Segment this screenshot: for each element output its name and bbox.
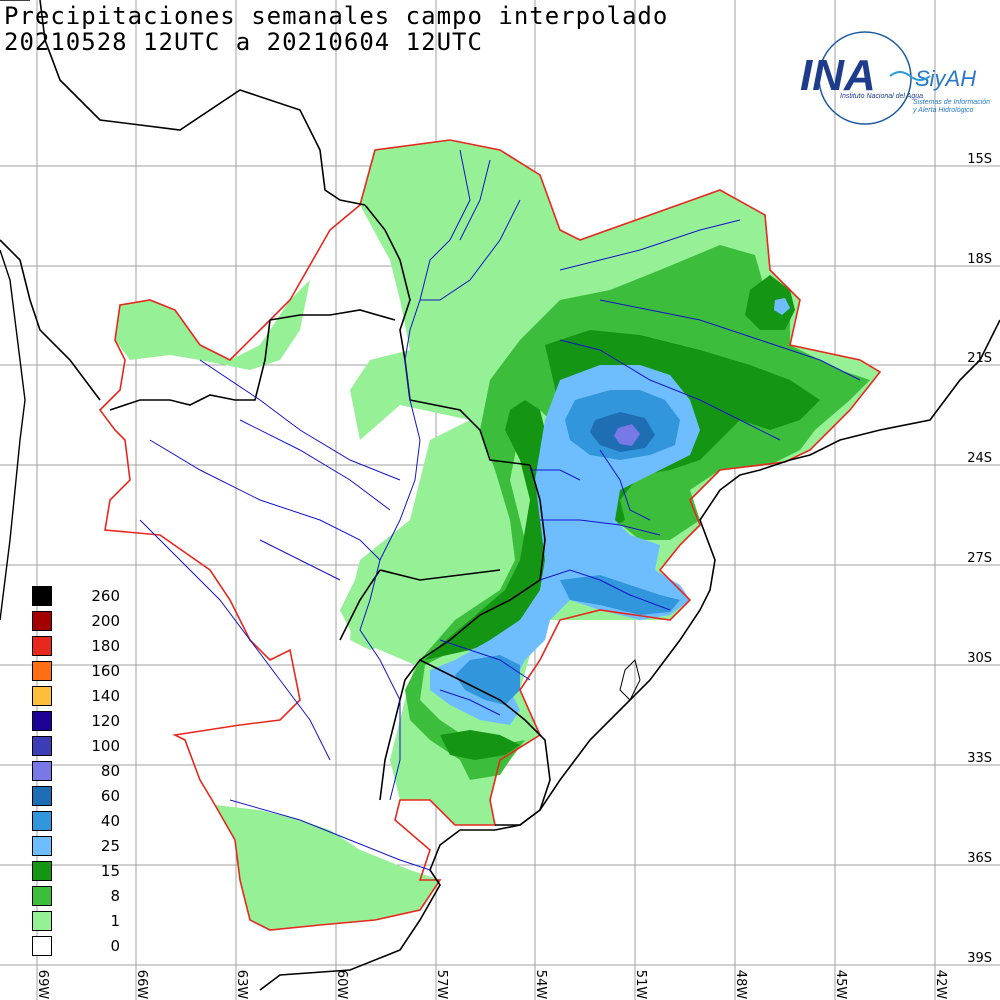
legend-swatch xyxy=(32,886,52,906)
pacific-coastline xyxy=(0,249,26,621)
legend-swatch xyxy=(32,861,52,881)
map-period: 20210528 12UTC a 20210604 12UTC xyxy=(4,28,483,56)
legend-label: 80 xyxy=(100,762,120,780)
latitude-label: 39S xyxy=(967,951,992,966)
latitude-label: 18S xyxy=(967,252,992,267)
latitude-label: 33S xyxy=(967,751,992,766)
longitude-label: 60W xyxy=(334,969,350,1000)
legend-swatch xyxy=(32,636,52,656)
longitude-label: 45W xyxy=(833,969,849,1000)
latitude-label: 15S xyxy=(967,152,992,167)
logo-institute: Instituto Nacional del Agua xyxy=(840,93,923,100)
legend-label: 180 xyxy=(91,637,120,655)
latitude-label: 24S xyxy=(967,451,992,466)
legend-swatch xyxy=(32,811,52,831)
legend-label: 260 xyxy=(91,587,120,605)
longitude-label: 54W xyxy=(533,969,549,1000)
legend-swatch xyxy=(32,736,52,756)
logo-system-2: y Alerta Hidrológico xyxy=(912,107,974,114)
legend-label: 8 xyxy=(110,887,120,905)
legend-label: 100 xyxy=(91,737,120,755)
longitude-label: 42W xyxy=(933,969,949,1000)
logo-ina: INA xyxy=(800,51,876,100)
map-title: Precipitaciones semanales campo interpol… xyxy=(4,2,669,30)
latitude-label: 21S xyxy=(967,351,992,366)
longitude-label: 51W xyxy=(633,969,649,1000)
rivers xyxy=(139,149,861,871)
legend-swatch xyxy=(32,711,52,731)
legend-swatch xyxy=(32,586,52,606)
legend-label: 15 xyxy=(100,862,120,880)
legend-label: 120 xyxy=(91,712,120,730)
legend-swatch xyxy=(32,686,52,706)
latitude-label: 27S xyxy=(967,551,992,566)
legend-swatch xyxy=(32,936,52,956)
legend-swatch xyxy=(32,786,52,806)
longitude-label: 63W xyxy=(234,969,250,1000)
legend-swatch xyxy=(32,911,52,931)
legend-label: 60 xyxy=(100,787,120,805)
ina-siyah-logo: INA SiyAH Instituto Nacional del Agua Si… xyxy=(800,31,990,125)
legend-label: 1 xyxy=(110,912,120,930)
legend-swatch xyxy=(32,761,52,781)
longitude-label: 48W xyxy=(733,969,749,1000)
lagoon xyxy=(619,659,641,701)
legend-label: 0 xyxy=(110,937,120,955)
coastline xyxy=(259,319,1000,991)
legend-label: 25 xyxy=(100,837,120,855)
legend-swatch xyxy=(32,611,52,631)
legend-label: 140 xyxy=(91,687,120,705)
legend-label: 40 xyxy=(100,812,120,830)
precip-80mm-area xyxy=(614,424,640,446)
longitude-label: 66W xyxy=(134,969,150,1000)
longitude-label: 69W xyxy=(35,969,51,1000)
latitude-label: 30S xyxy=(967,651,992,666)
legend-label: 200 xyxy=(91,612,120,630)
legend-label: 160 xyxy=(91,662,120,680)
precip-15mm-area xyxy=(425,275,820,760)
legend-swatch xyxy=(32,836,52,856)
logo-system-1: Sistemas de Información xyxy=(913,99,990,106)
basin-boundary xyxy=(98,139,882,931)
longitude-label: 57W xyxy=(434,969,450,1000)
latitude-label: 36S xyxy=(967,851,992,866)
legend-swatch xyxy=(32,661,52,681)
